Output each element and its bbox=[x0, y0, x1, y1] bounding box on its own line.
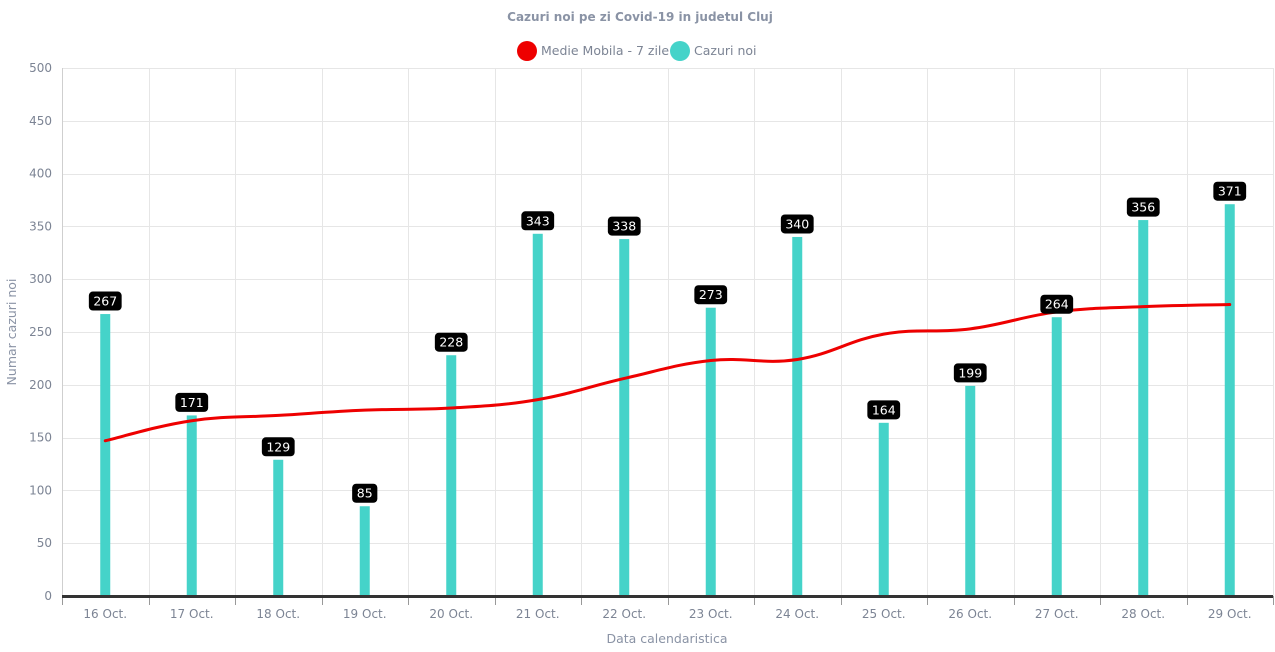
x-tick-label: 25 Oct. bbox=[862, 607, 906, 621]
data-label: 164 bbox=[872, 402, 896, 417]
x-tick-label: 29 Oct. bbox=[1208, 607, 1252, 621]
y-axis-title: Numar cazuri noi bbox=[4, 279, 19, 386]
x-tick-label: 24 Oct. bbox=[775, 607, 819, 621]
data-label-background bbox=[1040, 294, 1074, 314]
data-label-background bbox=[694, 285, 728, 305]
x-axis-title: Data calendaristica bbox=[606, 631, 727, 646]
data-label: 264 bbox=[1045, 297, 1069, 312]
x-tick-label: 17 Oct. bbox=[170, 607, 214, 621]
y-tick-label: 450 bbox=[29, 114, 52, 128]
x-tick-label: 23 Oct. bbox=[689, 607, 733, 621]
legend-item-new-cases[interactable]: Cazuri noi bbox=[670, 41, 757, 61]
legend-label-moving-average: Medie Mobila - 7 zile bbox=[541, 43, 669, 58]
data-label: 171 bbox=[180, 395, 204, 410]
data-label-background bbox=[88, 291, 122, 311]
bar[interactable] bbox=[965, 385, 976, 596]
chart-title: Cazuri noi pe zi Covid-19 in judetul Clu… bbox=[507, 10, 773, 24]
data-label-background bbox=[352, 483, 378, 503]
data-label: 199 bbox=[958, 365, 982, 380]
x-tick-label: 20 Oct. bbox=[429, 607, 473, 621]
data-label-background bbox=[780, 214, 814, 234]
data-label: 340 bbox=[785, 216, 809, 231]
x-tick-label: 16 Oct. bbox=[83, 607, 127, 621]
bar[interactable] bbox=[100, 314, 111, 596]
data-label: 356 bbox=[1131, 200, 1155, 215]
data-label: 267 bbox=[93, 294, 117, 309]
x-tick-label: 18 Oct. bbox=[256, 607, 300, 621]
bar[interactable] bbox=[792, 236, 803, 596]
x-tick-label: 26 Oct. bbox=[948, 607, 992, 621]
y-tick-label: 0 bbox=[44, 589, 52, 603]
bar[interactable] bbox=[446, 355, 457, 596]
y-tick-label: 300 bbox=[29, 272, 52, 286]
data-label: 228 bbox=[439, 335, 463, 350]
y-tick-label: 200 bbox=[29, 378, 52, 392]
data-label-background bbox=[261, 437, 295, 457]
data-label: 371 bbox=[1218, 184, 1242, 199]
y-tick-label: 100 bbox=[29, 483, 52, 497]
y-tick-label: 250 bbox=[29, 325, 52, 339]
bar[interactable] bbox=[1051, 317, 1062, 596]
bar[interactable] bbox=[186, 415, 197, 596]
y-axis-ticks: 0 50 100 150 200 250 300 350 400 450 500 bbox=[29, 61, 52, 603]
bars bbox=[100, 204, 1235, 597]
data-label-background bbox=[434, 332, 468, 352]
data-label: 85 bbox=[357, 486, 373, 501]
y-tick-label: 50 bbox=[37, 536, 52, 550]
data-label: 338 bbox=[612, 219, 636, 234]
data-label-background bbox=[1126, 197, 1160, 217]
data-label: 343 bbox=[526, 213, 550, 228]
y-tick-label: 350 bbox=[29, 219, 52, 233]
bar[interactable] bbox=[532, 233, 543, 597]
legend-swatch-moving-average bbox=[517, 41, 537, 61]
bar[interactable] bbox=[1138, 220, 1149, 596]
grid bbox=[62, 68, 1274, 596]
x-tick-label: 22 Oct. bbox=[602, 607, 646, 621]
legend-swatch-new-cases bbox=[670, 41, 690, 61]
x-tick-label: 27 Oct. bbox=[1035, 607, 1079, 621]
y-tick-label: 150 bbox=[29, 431, 52, 445]
data-label: 129 bbox=[266, 439, 290, 454]
legend-label-new-cases: Cazuri noi bbox=[694, 43, 757, 58]
data-label-background bbox=[521, 211, 555, 231]
x-tick-label: 28 Oct. bbox=[1121, 607, 1165, 621]
legend: Medie Mobila - 7 zile Cazuri noi bbox=[517, 41, 757, 61]
y-tick-label: 500 bbox=[29, 61, 52, 75]
data-label-background bbox=[175, 392, 209, 412]
data-label-background bbox=[1213, 181, 1247, 201]
data-label-background bbox=[867, 400, 901, 420]
data-label: 273 bbox=[699, 287, 723, 302]
legend-item-moving-average[interactable]: Medie Mobila - 7 zile bbox=[517, 41, 669, 61]
data-label-background bbox=[953, 363, 987, 383]
y-tick-label: 400 bbox=[29, 167, 52, 181]
x-tick-label: 21 Oct. bbox=[516, 607, 560, 621]
x-tick-label: 19 Oct. bbox=[343, 607, 387, 621]
bar[interactable] bbox=[1224, 204, 1235, 596]
bar[interactable] bbox=[619, 239, 630, 596]
bar[interactable] bbox=[359, 506, 370, 596]
data-labels: 267 171 129 85 228 343 338 273 340 164 199 264 356 37… bbox=[88, 181, 1247, 503]
bar[interactable] bbox=[273, 459, 284, 596]
x-axis-ticks: 16 Oct. 17 Oct. 18 Oct. 19 Oct. 20 Oct. 21 Oc… bbox=[62, 596, 1274, 621]
bar[interactable] bbox=[705, 307, 716, 596]
bar[interactable] bbox=[878, 422, 889, 596]
data-label-background bbox=[607, 216, 641, 236]
